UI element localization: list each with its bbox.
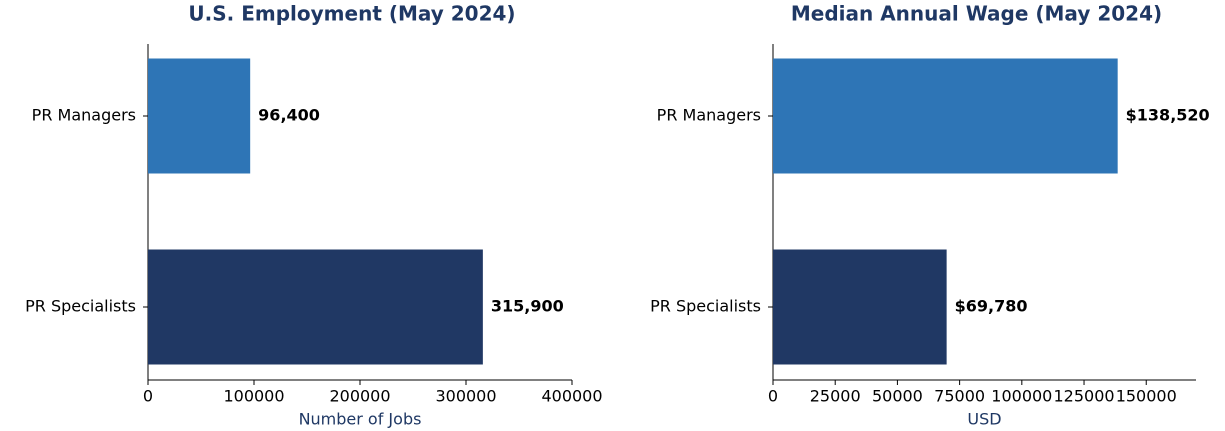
bar (148, 58, 251, 174)
y-tick-label: PR Specialists (650, 297, 761, 316)
x-axis-label: Number of Jobs (299, 410, 422, 429)
x-tick-label: 150000 (1116, 387, 1177, 406)
x-axis-label: USD (967, 410, 1001, 429)
x-tick-label: 50000 (872, 387, 923, 406)
bar (773, 249, 947, 365)
bar (773, 58, 1118, 174)
x-tick-label: 200000 (329, 387, 390, 406)
x-tick-label: 125000 (1053, 387, 1114, 406)
y-tick-label: PR Specialists (25, 297, 136, 316)
chart-title: Median Annual Wage (May 2024) (791, 2, 1162, 26)
x-tick-label: 100000 (991, 387, 1052, 406)
x-tick-label: 0 (143, 387, 153, 406)
value-label: $138,520 (1126, 106, 1210, 125)
value-label: 96,400 (258, 106, 320, 125)
value-label: 315,900 (491, 297, 564, 316)
x-tick-label: 300000 (435, 387, 496, 406)
x-tick-label: 100000 (223, 387, 284, 406)
x-tick-label: 400000 (541, 387, 602, 406)
x-tick-label: 0 (768, 387, 778, 406)
bar (148, 249, 483, 365)
y-tick-label: PR Managers (657, 106, 761, 125)
chart-title: U.S. Employment (May 2024) (188, 2, 515, 26)
y-tick-label: PR Managers (32, 106, 136, 125)
x-tick-label: 25000 (810, 387, 861, 406)
value-label: $69,780 (955, 297, 1028, 316)
x-tick-label: 75000 (934, 387, 985, 406)
